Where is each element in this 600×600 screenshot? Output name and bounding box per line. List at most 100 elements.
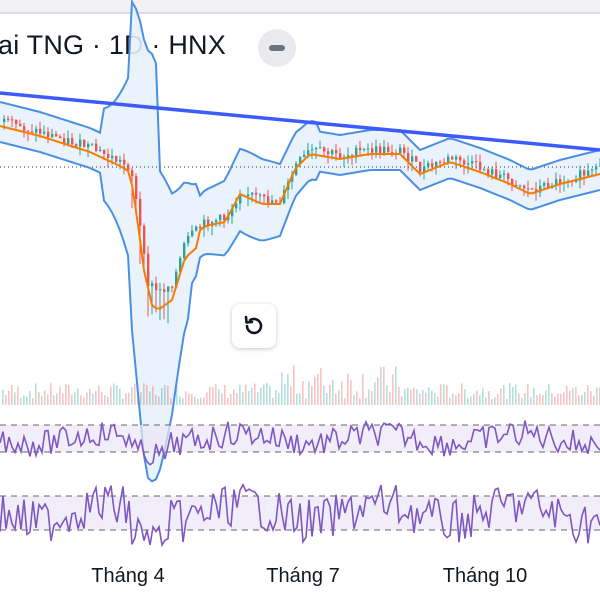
volume-bar bbox=[272, 397, 274, 405]
volume-bar bbox=[38, 391, 40, 405]
volume-bar bbox=[572, 388, 574, 405]
volume-bar bbox=[179, 396, 181, 405]
volume-bar bbox=[440, 384, 442, 405]
candle-body bbox=[455, 156, 458, 160]
candle-body bbox=[591, 169, 594, 171]
volume-bar bbox=[488, 391, 490, 405]
volume-bar bbox=[410, 389, 412, 405]
candle-body bbox=[331, 150, 334, 155]
candle-body bbox=[583, 170, 586, 176]
volume-bar bbox=[458, 393, 460, 405]
volume-bar bbox=[77, 388, 79, 405]
volume-bar bbox=[167, 385, 169, 405]
volume-bar bbox=[98, 385, 100, 405]
candle-body bbox=[371, 148, 374, 153]
volume-bar bbox=[68, 384, 70, 405]
volume-bar bbox=[356, 391, 358, 405]
candle-body bbox=[51, 133, 54, 138]
volume-bar bbox=[401, 396, 403, 405]
volume-bar bbox=[446, 385, 448, 405]
volume-bar bbox=[53, 395, 55, 405]
candle-body bbox=[327, 151, 330, 155]
volume-bar bbox=[245, 384, 247, 405]
volume-bar bbox=[200, 397, 202, 405]
volume-bar bbox=[257, 392, 259, 405]
candle-body bbox=[311, 149, 314, 151]
volume-bar bbox=[14, 392, 16, 405]
candle-body bbox=[139, 198, 142, 226]
bollinger-fill bbox=[0, 1, 600, 482]
candle-body bbox=[167, 286, 170, 292]
volume-bar bbox=[23, 395, 25, 405]
volume-bar bbox=[287, 374, 289, 405]
candle-body bbox=[159, 289, 162, 291]
volume-bar bbox=[575, 387, 577, 405]
trendline bbox=[0, 91, 600, 152]
volume-bar bbox=[269, 385, 271, 405]
candle-body bbox=[119, 159, 122, 162]
volume-bar bbox=[461, 383, 463, 405]
candle-body bbox=[359, 147, 362, 151]
volume-bar bbox=[506, 398, 508, 405]
candle-body bbox=[367, 148, 370, 150]
volume-bar bbox=[194, 396, 196, 405]
volume-bar bbox=[449, 397, 451, 405]
candle-body bbox=[299, 157, 302, 164]
volume-bar bbox=[41, 395, 43, 405]
candle-body bbox=[207, 219, 210, 227]
candle-body bbox=[323, 147, 326, 152]
volume-bar bbox=[359, 397, 361, 405]
volume-bar bbox=[65, 384, 67, 405]
candle-body bbox=[55, 133, 58, 137]
volume-bar bbox=[422, 389, 424, 405]
candle-body bbox=[519, 185, 522, 187]
volume-bar bbox=[485, 397, 487, 405]
bollinger-upper-line bbox=[0, 0, 600, 198]
volume-bar bbox=[305, 398, 307, 405]
candle-body bbox=[107, 154, 110, 158]
volume-bar bbox=[494, 397, 496, 405]
volume-bar bbox=[503, 385, 505, 405]
volume-bar bbox=[224, 384, 226, 405]
volume-bar bbox=[578, 394, 580, 405]
candle-body bbox=[143, 225, 146, 254]
volume-bar bbox=[8, 390, 10, 405]
candle-body bbox=[183, 243, 186, 258]
collapse-button[interactable] bbox=[258, 29, 296, 67]
x-tick-label: Tháng 10 bbox=[443, 565, 528, 587]
volume-bar bbox=[299, 393, 301, 405]
candle-body bbox=[379, 146, 382, 153]
candle-body bbox=[483, 169, 486, 171]
volume-bar bbox=[395, 366, 397, 405]
volume-bar bbox=[233, 389, 235, 405]
minus-icon bbox=[269, 45, 285, 51]
volume-bar bbox=[332, 379, 334, 405]
top-bar bbox=[0, 0, 600, 12]
volume-bar bbox=[203, 397, 205, 405]
candle-body bbox=[11, 119, 14, 121]
candle-body bbox=[307, 150, 310, 155]
candle-body bbox=[487, 169, 490, 175]
candle-body bbox=[431, 163, 434, 167]
volume-bar bbox=[212, 387, 214, 405]
reset-chart-button[interactable] bbox=[232, 304, 276, 348]
volume-bar bbox=[557, 393, 559, 405]
volume-bar bbox=[44, 390, 46, 405]
volume-bar bbox=[284, 383, 286, 405]
volume-bar bbox=[392, 374, 394, 405]
candle-body bbox=[447, 156, 450, 163]
volume-bar bbox=[92, 393, 94, 405]
candle-body bbox=[91, 143, 94, 145]
candle-body bbox=[103, 149, 106, 155]
candle-body bbox=[7, 118, 10, 120]
volume-bar bbox=[581, 394, 583, 405]
oscillator-2-line bbox=[0, 482, 600, 548]
candle-body bbox=[39, 128, 42, 134]
candle-body bbox=[427, 163, 430, 167]
volume-bar bbox=[176, 385, 178, 405]
candle-body bbox=[147, 253, 150, 287]
candle-body bbox=[539, 185, 542, 193]
candle-body bbox=[43, 131, 46, 134]
volume-bar bbox=[443, 384, 445, 405]
